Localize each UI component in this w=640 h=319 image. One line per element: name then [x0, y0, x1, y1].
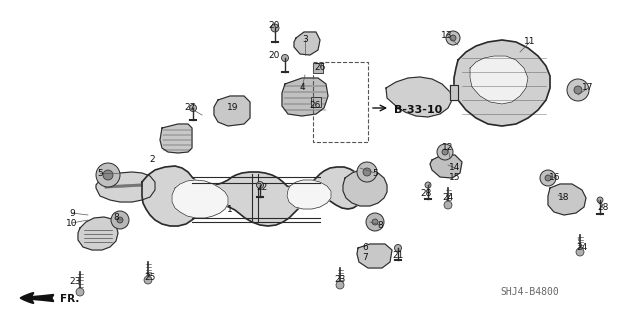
Circle shape	[363, 168, 371, 176]
Text: 14: 14	[449, 164, 461, 173]
Bar	[313, 62, 368, 142]
Polygon shape	[282, 78, 328, 116]
Text: 26: 26	[314, 63, 326, 72]
Text: 21: 21	[392, 250, 404, 259]
Text: 10: 10	[67, 219, 77, 227]
Text: 13: 13	[441, 31, 452, 40]
Text: 20: 20	[268, 21, 280, 31]
Circle shape	[103, 170, 113, 180]
Polygon shape	[294, 32, 320, 55]
Polygon shape	[386, 77, 452, 117]
Text: 6: 6	[362, 243, 368, 253]
Circle shape	[574, 86, 582, 94]
Circle shape	[144, 276, 152, 284]
Text: 7: 7	[362, 254, 368, 263]
Text: 9: 9	[69, 209, 75, 218]
Circle shape	[394, 244, 401, 251]
Text: 17: 17	[582, 84, 594, 93]
Circle shape	[76, 288, 84, 296]
Text: 24: 24	[442, 194, 454, 203]
Bar	[313, 63, 323, 73]
Polygon shape	[142, 166, 365, 226]
Text: 26: 26	[309, 100, 321, 109]
Text: 19: 19	[227, 103, 239, 113]
Circle shape	[450, 35, 456, 41]
Text: 16: 16	[549, 174, 561, 182]
Text: 15: 15	[449, 174, 461, 182]
Bar	[311, 97, 321, 107]
Text: 28: 28	[597, 204, 609, 212]
Polygon shape	[454, 40, 550, 126]
Text: 5: 5	[372, 168, 378, 177]
Text: FR.: FR.	[60, 294, 79, 304]
Text: 24: 24	[577, 243, 588, 253]
Circle shape	[336, 281, 344, 289]
Polygon shape	[214, 96, 250, 126]
Polygon shape	[78, 217, 118, 250]
Circle shape	[96, 163, 120, 187]
Circle shape	[567, 79, 589, 101]
Circle shape	[189, 105, 196, 112]
Circle shape	[576, 248, 584, 256]
Polygon shape	[287, 180, 331, 209]
Text: 1: 1	[227, 205, 233, 214]
Polygon shape	[470, 56, 528, 104]
Text: 8: 8	[377, 220, 383, 229]
Circle shape	[117, 217, 123, 223]
Text: 28: 28	[420, 189, 432, 197]
Circle shape	[545, 175, 551, 181]
Polygon shape	[343, 170, 387, 206]
Text: 23: 23	[69, 278, 81, 286]
Text: 27: 27	[184, 103, 196, 113]
Text: B-33-10: B-33-10	[394, 105, 442, 115]
Circle shape	[437, 144, 453, 160]
Circle shape	[271, 24, 279, 32]
Text: 8: 8	[113, 213, 119, 222]
Polygon shape	[172, 180, 228, 218]
Text: 23: 23	[334, 276, 346, 285]
Text: SHJ4-B4800: SHJ4-B4800	[500, 287, 559, 297]
Text: 22: 22	[257, 183, 268, 192]
Text: 4: 4	[299, 84, 305, 93]
Text: 25: 25	[144, 273, 156, 283]
Circle shape	[597, 197, 603, 203]
Circle shape	[444, 201, 452, 209]
Text: 5: 5	[97, 168, 103, 177]
Text: 12: 12	[442, 144, 454, 152]
Text: 11: 11	[524, 38, 536, 47]
Polygon shape	[430, 155, 462, 178]
Circle shape	[357, 162, 377, 182]
Polygon shape	[450, 85, 458, 100]
Text: 2: 2	[149, 155, 155, 165]
Text: 3: 3	[302, 35, 308, 44]
Circle shape	[446, 31, 460, 45]
Circle shape	[257, 182, 264, 189]
Circle shape	[282, 55, 289, 62]
Polygon shape	[548, 184, 586, 215]
Circle shape	[540, 170, 556, 186]
Circle shape	[425, 182, 431, 188]
Polygon shape	[357, 244, 392, 268]
Circle shape	[442, 149, 448, 155]
Circle shape	[366, 213, 384, 231]
Polygon shape	[96, 172, 155, 202]
Circle shape	[372, 219, 378, 225]
Circle shape	[111, 211, 129, 229]
Text: 20: 20	[268, 51, 280, 61]
Polygon shape	[160, 124, 192, 153]
Text: 18: 18	[558, 194, 570, 203]
